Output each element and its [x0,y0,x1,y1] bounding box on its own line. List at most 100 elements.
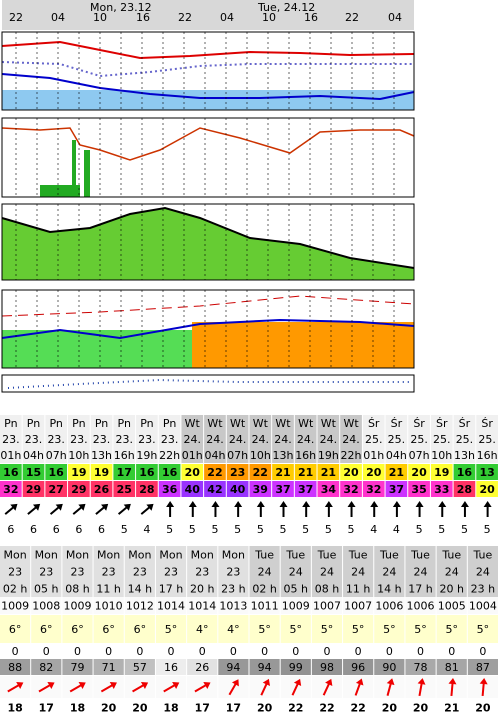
cell-text: Pn [72,417,85,430]
cell-text: 1007 [313,600,341,613]
cell [218,546,249,563]
cell [45,520,68,538]
cell-text: 07h [46,449,67,462]
cell-text: 24. [274,433,292,446]
arrow-head [123,503,131,511]
cell [343,546,374,563]
cell-text: 19h [136,449,157,462]
wind-arrow [354,678,364,696]
cell-text: 20 [475,702,491,715]
timeline-label: 04 [51,11,65,24]
cell-text: 23 [164,566,178,579]
cell-text: 6° [9,623,22,636]
cell [0,597,31,614]
cell-text: 20 [382,702,398,715]
cell-text: 20 [413,702,429,715]
cell [155,597,187,614]
cell-text: 6 [98,523,105,536]
cell-text: 22 [288,702,303,715]
arrow-head [479,678,488,685]
cell [294,447,317,463]
cell [62,659,93,675]
cell [155,659,187,675]
cell-text: Wt [253,417,269,430]
cell [294,431,317,447]
cell [113,464,136,480]
cell [374,699,405,716]
cell [155,615,187,643]
cell [124,580,155,597]
cell [362,431,385,447]
arrow-head [231,679,239,687]
cell-text: Tue [254,549,274,562]
cell [187,597,218,614]
cell-text: 21 [298,466,313,479]
cell-text: 23. [138,433,156,446]
cell [226,520,249,538]
cell-text: 20 [132,702,148,715]
cell-text: Pn [95,417,108,430]
wind-arrow [260,678,270,696]
cell-text: Tue [348,549,368,562]
cell [408,464,430,480]
cell [405,563,436,580]
cell-text: 81 [445,661,459,674]
cell [158,481,181,497]
cell-text: 5° [477,623,490,636]
cell [311,597,343,614]
cell-text: 10h [250,449,271,462]
cell-text: Wt [230,417,246,430]
cell [62,644,93,658]
cell [280,597,311,614]
cell-text: 23. [2,433,20,446]
cell [362,464,385,480]
cell-text: 25. [388,433,406,446]
cell [317,431,340,447]
timeline-label: 10 [93,11,107,24]
cell-text: 27 [49,483,64,496]
cell [0,615,31,643]
cell-text: 23 h [471,583,495,596]
cell-text: 34 [321,483,337,496]
cell-text: 16 [164,661,178,674]
cell [467,597,498,614]
cell-text: Wt [343,417,359,430]
cell-text: 21 [389,466,404,479]
cell-text: 10h [68,449,89,462]
cell-text: 94 [226,661,240,674]
cell-text: 22 [253,466,268,479]
cell [311,546,343,563]
arrow-head [324,501,333,507]
cell [280,615,311,643]
cell [187,659,218,675]
cell-text: Śr [413,417,425,430]
cell [430,464,453,480]
cell-text: 4 [143,523,150,536]
cell-text: 24. [297,433,315,446]
cell [249,464,272,480]
cell-text: 0 [230,645,237,658]
cell [68,464,90,480]
cell [249,447,272,463]
cell-text: 87 [476,661,490,674]
cell-text: 16h [477,449,498,462]
cell [430,520,453,538]
cell-text: 5° [383,623,396,636]
cell-text: 24 [320,566,334,579]
cell [476,447,498,463]
cell-text: 11 h [96,583,120,596]
cell-text: 40 [230,483,246,496]
cell-text: 5° [258,623,271,636]
cell-text: 21 [275,466,290,479]
wind-arrow [95,503,109,515]
timeline-label: 22 [9,11,23,24]
cell [249,597,280,614]
wind-arrow [460,501,469,517]
cell [467,644,498,658]
cell [218,615,249,643]
cell-text: 1008 [32,600,60,613]
cell [249,615,280,643]
cell [62,615,93,643]
cell-text: 26 [195,661,209,674]
cell-text: 01h [0,449,21,462]
